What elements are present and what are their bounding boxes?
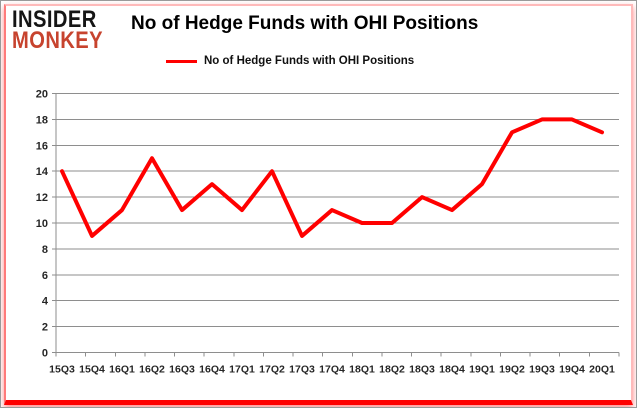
y-tick-label: 12 [36, 192, 48, 204]
y-tick-label: 18 [36, 114, 48, 126]
x-tick-label: 20Q1 [589, 364, 615, 376]
x-tick-label: 15Q3 [49, 364, 75, 376]
logo-text-monkey: MONKEY [12, 27, 104, 54]
insider-monkey-logo: INSIDER MONKEY [12, 6, 104, 54]
legend-line-swatch [166, 59, 197, 63]
legend-label: No of Hedge Funds with OHI Positions [204, 55, 415, 67]
x-tick-label: 19Q1 [469, 364, 495, 376]
x-tick-label: 17Q1 [229, 364, 255, 376]
x-tick-label: 19Q4 [559, 364, 585, 376]
chart-legend: No of Hedge Funds with OHI Positions [166, 55, 414, 67]
x-tick-label: 16Q2 [139, 364, 165, 376]
x-tick-label: 18Q4 [439, 364, 465, 376]
x-tick-label: 19Q2 [499, 364, 525, 376]
y-tick-label: 6 [42, 270, 48, 282]
y-tick-label: 16 [36, 140, 48, 152]
y-tick-label: 4 [42, 296, 49, 308]
x-tick-label: 18Q2 [379, 364, 405, 376]
y-tick-label: 14 [36, 166, 49, 178]
x-tick-label: 17Q3 [289, 364, 315, 376]
y-tick-label: 0 [42, 348, 48, 360]
y-tick-label: 10 [36, 218, 48, 230]
y-tick-label: 8 [42, 244, 48, 256]
y-tick-label: 20 [36, 89, 48, 101]
y-tick-label: 2 [42, 322, 48, 334]
x-tick-label: 16Q3 [169, 364, 195, 376]
x-tick-label: 19Q3 [529, 364, 555, 376]
x-tick-label: 15Q4 [79, 364, 105, 376]
chart-title: No of Hedge Funds with OHI Positions [131, 13, 479, 34]
x-tick-label: 16Q1 [109, 364, 135, 376]
x-tick-label: 18Q3 [409, 364, 435, 376]
x-tick-label: 18Q1 [349, 364, 375, 376]
x-tick-label: 16Q4 [199, 364, 225, 376]
x-tick-label: 17Q4 [319, 364, 345, 376]
data-series-line [60, 117, 604, 238]
logo-text-insider: INSIDER [12, 6, 97, 33]
x-tick-label: 17Q2 [259, 364, 285, 376]
